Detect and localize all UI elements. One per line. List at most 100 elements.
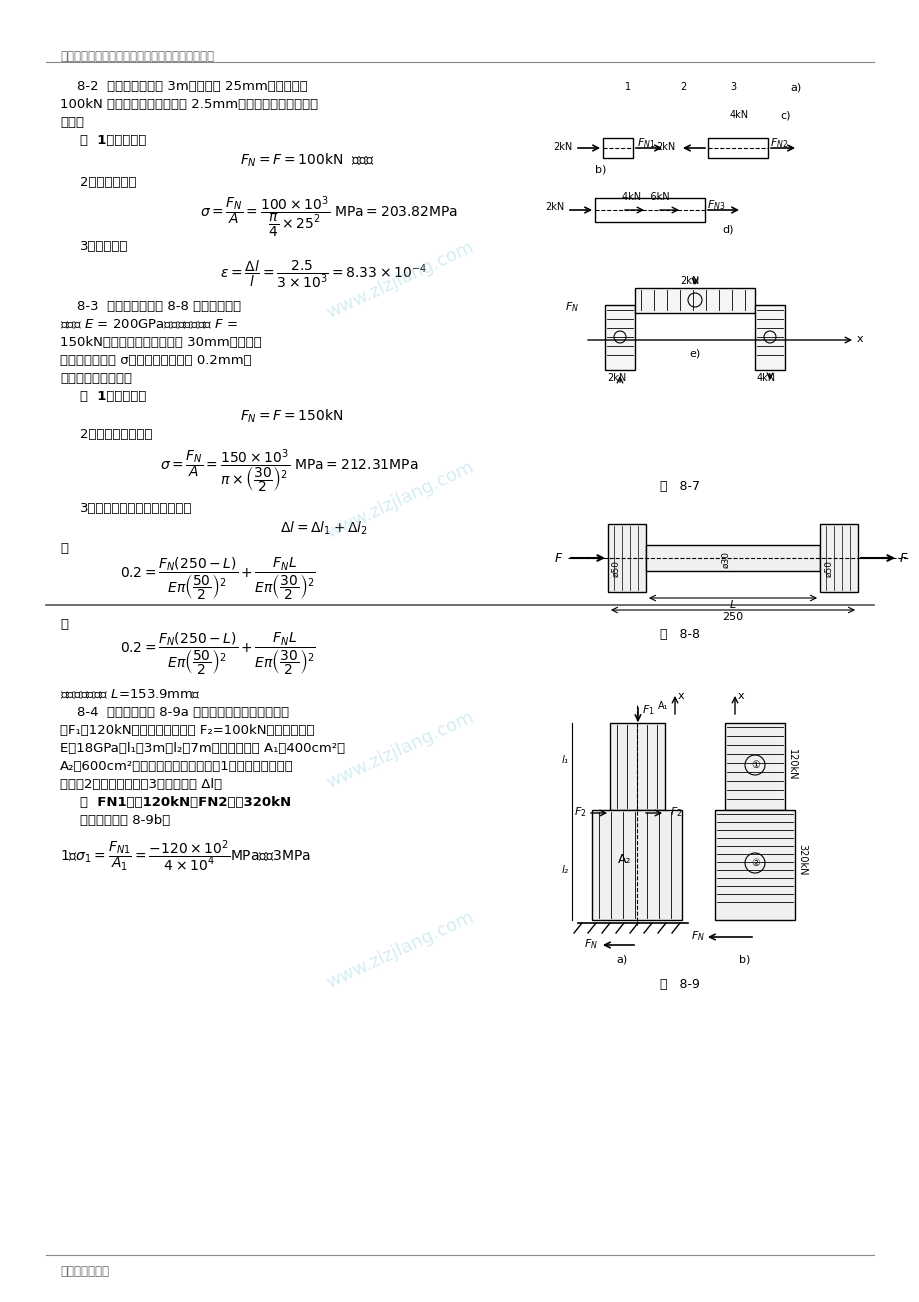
Bar [645,546,819,572]
Text: 3）将物理关系式代入几何方程: 3）将物理关系式代入几何方程 [80,503,192,516]
Text: $F_{N2}$: $F_{N2}$ [769,135,788,150]
Text: e): e) [688,348,700,358]
Text: l₁: l₁ [562,755,568,766]
Text: $F_N$: $F_N$ [564,299,578,314]
Text: 100kN 的轴向拉力作用时伸长 2.5mm。试计算钢杆的应力和: 100kN 的轴向拉力作用时伸长 2.5mm。试计算钢杆的应力和 [60,98,318,111]
Text: 故中间部分杆长 $L$=153.9mm。: 故中间部分杆长 $L$=153.9mm。 [60,687,200,702]
Text: 应变。: 应变。 [60,116,84,129]
Bar [605,305,634,370]
Bar [819,523,857,592]
Text: www.zlzjlang.com: www.zlzjlang.com [323,458,476,542]
Text: 8-3  圆形截面杆如图 8-8 所示。已知弹: 8-3 圆形截面杆如图 8-8 所示。已知弹 [60,299,241,312]
Text: 250: 250 [721,612,743,622]
Bar [609,723,664,810]
Text: 解  1）计算轴力: 解 1）计算轴力 [80,134,146,147]
Text: $0.2=\dfrac{F_N(250-L)}{E\pi\left(\dfrac{50}{2}\right)^2}+\dfrac{F_N L}{E\pi\lef: $0.2=\dfrac{F_N(250-L)}{E\pi\left(\dfrac… [119,555,315,602]
Text: 3）计算应变: 3）计算应变 [80,240,129,253]
Text: a): a) [616,954,627,965]
Text: www.zlzjlang.com: www.zlzjlang.com [323,238,476,322]
Text: $\sigma=\dfrac{F_N}{A}=\dfrac{150\times10^3}{\pi\times\left(\dfrac{30}{2}\right): $\sigma=\dfrac{F_N}{A}=\dfrac{150\times1… [160,447,418,495]
Text: $\Delta l=\Delta l_1+\Delta l_2$: $\Delta l=\Delta l_1+\Delta l_2$ [279,519,368,538]
Text: A₁: A₁ [657,700,668,711]
Text: 8-2  一根钢质圆杆长 3m，直径为 25mm，两端受到: 8-2 一根钢质圆杆长 3m，直径为 25mm，两端受到 [60,79,308,92]
Text: ø50: ø50 [611,560,619,577]
Text: 2kN: 2kN [545,202,564,212]
Text: F: F [899,552,906,565]
Text: F: F [554,552,562,565]
Text: 2: 2 [679,82,686,92]
Text: d): d) [721,225,732,234]
Text: 试求中间部分杆长。: 试求中间部分杆长。 [60,372,131,385]
Text: 图   8-8: 图 8-8 [659,628,699,641]
Text: b): b) [739,954,750,965]
Text: $F_N=F=100\mathrm{kN}$  （拉）: $F_N=F=100\mathrm{kN}$ （拉） [240,152,374,169]
Text: 只供学习与交流: 只供学习与交流 [60,1266,108,1279]
Text: A₂: A₂ [618,853,631,866]
Text: 2kN: 2kN [679,276,698,286]
Text: 150kN，如果中间部分直径为 30mm，试计算: 150kN，如果中间部分直径为 30mm，试计算 [60,336,262,349]
Text: www.zlzjlang.com: www.zlzjlang.com [323,708,476,792]
Text: 荷F₁＝120kN，吊车作用的载荷 F₂=100kN，其弹性模量: 荷F₁＝120kN，吊车作用的载荷 F₂=100kN，其弹性模量 [60,724,314,737]
Text: www.zlzjlang.com: www.zlzjlang.com [323,907,476,992]
Text: $0.2=\dfrac{F_N(250-L)}{E\pi\left(\dfrac{50}{2}\right)^2}+\dfrac{F_N L}{E\pi\lef: $0.2=\dfrac{F_N(250-L)}{E\pi\left(\dfrac… [119,630,315,677]
Text: 此文档仅供收集于网络，如有侵权请联系网站删除: 此文档仅供收集于网络，如有侵权请联系网站删除 [60,49,214,62]
Text: b): b) [595,164,606,174]
Bar [607,523,645,592]
Text: $F_N$: $F_N$ [690,930,704,943]
Text: 3: 3 [729,82,735,92]
Text: 图   8-9: 图 8-9 [659,978,699,991]
Text: 2kN: 2kN [656,142,675,152]
Bar [708,138,767,158]
Text: 2kN: 2kN [553,142,573,152]
Text: 性模量 $E$ = 200GPa，受到轴向拉力 $F$ =: 性模量 $E$ = 200GPa，受到轴向拉力 $F$ = [60,318,238,331]
Text: L: L [729,600,735,611]
Text: $\sigma=\dfrac{F_N}{A}=\dfrac{100\times10^3}{\dfrac{\pi}{4}\times25^2}\ \mathrm{: $\sigma=\dfrac{F_N}{A}=\dfrac{100\times1… [199,195,458,241]
Bar [724,723,784,810]
Text: 320kN: 320kN [796,844,806,876]
Text: 2）计算正应力: 2）计算正应力 [80,176,136,189]
Text: 中间部分的应力 σ。如杆的总伸长为 0.2mm，: 中间部分的应力 σ。如杆的总伸长为 0.2mm， [60,354,252,367]
Text: 8-4  厂房立柱如图 8-9a 所示。它受到屋顶作用的载: 8-4 厂房立柱如图 8-9a 所示。它受到屋顶作用的载 [60,706,289,719]
Bar [591,810,681,921]
Text: 4kN   6kN: 4kN 6kN [621,191,669,202]
Text: 得: 得 [60,618,68,631]
Bar [595,198,704,223]
Text: 2）计算最大正应力: 2）计算最大正应力 [80,428,153,441]
Text: l₂: l₂ [562,865,568,875]
Text: E＝18GPa，l₁＝3m，l₂＝7m，横截面面积 A₁＝400cm²，: E＝18GPa，l₁＝3m，l₂＝7m，横截面面积 A₁＝400cm²， [60,742,345,755]
Text: 得: 得 [60,542,68,555]
Text: ø30: ø30 [720,551,730,568]
Text: ø50: ø50 [823,560,833,577]
Text: $F_2$: $F_2$ [669,805,682,819]
Text: $F_{N3}$: $F_{N3}$ [706,198,725,212]
Text: 2kN: 2kN [607,372,626,383]
Text: x: x [677,691,684,700]
Text: 应力；2）最大切应力；3）绝对变形 Δl。: 应力；2）最大切应力；3）绝对变形 Δl。 [60,779,221,792]
Text: ①: ① [750,760,759,769]
Bar [634,288,754,312]
Text: 1: 1 [624,82,630,92]
Text: $F_N$: $F_N$ [584,937,597,950]
Text: c): c) [779,109,789,120]
Text: ②: ② [750,858,759,868]
Text: 120kN: 120kN [786,749,796,781]
Text: 4kN: 4kN [756,372,776,383]
Text: x: x [737,691,743,700]
Text: 4kN: 4kN [729,109,748,120]
Text: $F_2$: $F_2$ [573,805,586,819]
Text: 作轴力图（图 8-9b）: 作轴力图（图 8-9b） [80,814,170,827]
Text: A₂＝600cm²。试画其轴力图，并求：1）各段横截面上的: A₂＝600cm²。试画其轴力图，并求：1）各段横截面上的 [60,760,293,773]
Text: $\varepsilon=\dfrac{\Delta l}{l}=\dfrac{2.5}{3\times10^3}=8.33\times10^{-4}$: $\varepsilon=\dfrac{\Delta l}{l}=\dfrac{… [220,258,426,290]
Text: 图   8-7: 图 8-7 [659,480,699,493]
Bar [602,138,632,158]
Text: 解  1）计算轴力: 解 1）计算轴力 [80,391,146,404]
Text: $F_{N1}$: $F_{N1}$ [636,135,654,150]
Text: $F_1$: $F_1$ [641,703,654,717]
Text: 1）$\sigma_1=\dfrac{F_{N1}}{A_1}=\dfrac{-120\times10^2}{4\times10^4}$MPa＝－3MPa: 1）$\sigma_1=\dfrac{F_{N1}}{A_1}=\dfrac{-… [60,838,311,874]
Bar [754,305,784,370]
Text: x: x [857,335,863,344]
Text: a): a) [789,82,800,92]
Text: $F_N=F=150\mathrm{kN}$: $F_N=F=150\mathrm{kN}$ [240,408,343,426]
Bar [714,810,794,921]
Text: 解  FN1＝－120kN，FN2＝－320kN: 解 FN1＝－120kN，FN2＝－320kN [80,796,290,809]
